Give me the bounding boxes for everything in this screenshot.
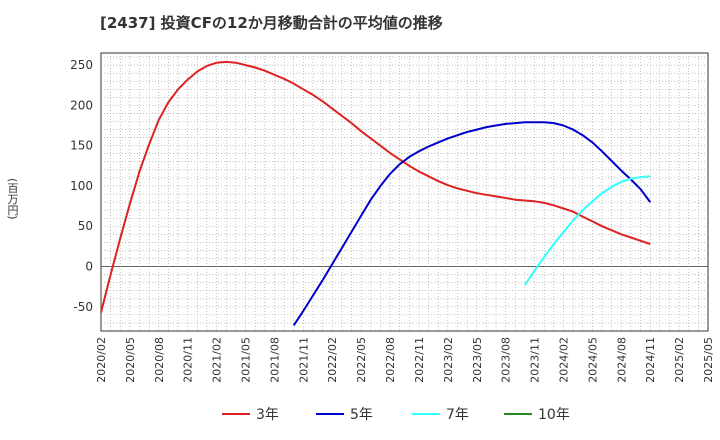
- series-line-1: [100, 60, 651, 313]
- x-tick-label: 2022/11: [413, 337, 426, 383]
- x-tick-label: 2020/02: [95, 337, 108, 383]
- x-tick-label: 2022/02: [326, 337, 339, 383]
- x-tick-label: 2020/11: [182, 337, 195, 383]
- legend-label: 10年: [538, 407, 570, 423]
- legend-label: 5年: [350, 407, 373, 423]
- line-chart: -50 0 50 100 150 200 250 2020/02 2020/05 2020/08 2…: [70, 52, 715, 383]
- x-tick-label: 2023/02: [442, 337, 455, 383]
- x-tick-label: 2023/08: [500, 337, 513, 383]
- x-tick-label: 2021/05: [240, 337, 253, 383]
- legend-swatch: [504, 413, 532, 415]
- legend-item: 10年: [504, 404, 570, 424]
- x-tick-label: 2022/05: [355, 337, 368, 383]
- x-tick-label: 2024/08: [615, 337, 628, 383]
- legend-swatch: [316, 413, 344, 415]
- x-tick-label: 2021/08: [268, 337, 281, 383]
- x-tick-label: 2023/05: [471, 337, 484, 383]
- x-tick-label: 2021/02: [211, 337, 224, 383]
- y-tick-label: 50: [78, 219, 93, 233]
- legend-item: 3年: [222, 404, 279, 424]
- y-tick-label: 100: [70, 179, 93, 193]
- x-tick-label: 2024/11: [644, 337, 657, 383]
- x-tick-label: 2024/02: [557, 337, 570, 383]
- legend-item: 7年: [412, 404, 469, 424]
- y-axis-label: (百万円): [6, 178, 19, 220]
- x-tick-label: 2025/02: [673, 337, 686, 383]
- legend-label: 7年: [446, 407, 469, 423]
- x-tick-label: 2025/05: [702, 337, 715, 383]
- series-line-3: [524, 175, 651, 286]
- legend-swatch: [412, 413, 440, 415]
- x-tick-label: 2023/11: [529, 337, 542, 383]
- y-tick-label: 250: [70, 58, 93, 72]
- series-line-2: [292, 121, 652, 326]
- legend: 3年 5年 7年 10年: [0, 404, 720, 426]
- plot-area: [100, 52, 709, 332]
- y-tick-label: 150: [70, 139, 93, 153]
- x-tick-label: 2024/05: [586, 337, 599, 383]
- x-tick-label: 2022/08: [384, 337, 397, 383]
- x-tick-label: 2020/05: [124, 337, 137, 383]
- x-tick-label: 2021/11: [297, 337, 310, 383]
- y-tick-label: 0: [85, 260, 93, 274]
- legend-item: 5年: [316, 404, 373, 424]
- legend-label: 3年: [256, 407, 279, 423]
- x-tick-label: 2020/08: [153, 337, 166, 383]
- y-tick-label: -50: [73, 300, 93, 314]
- y-tick-label: 200: [70, 98, 93, 112]
- chart-title: [2437] 投資CFの12か月移動合計の平均値の推移: [100, 14, 443, 32]
- legend-swatch: [222, 413, 250, 415]
